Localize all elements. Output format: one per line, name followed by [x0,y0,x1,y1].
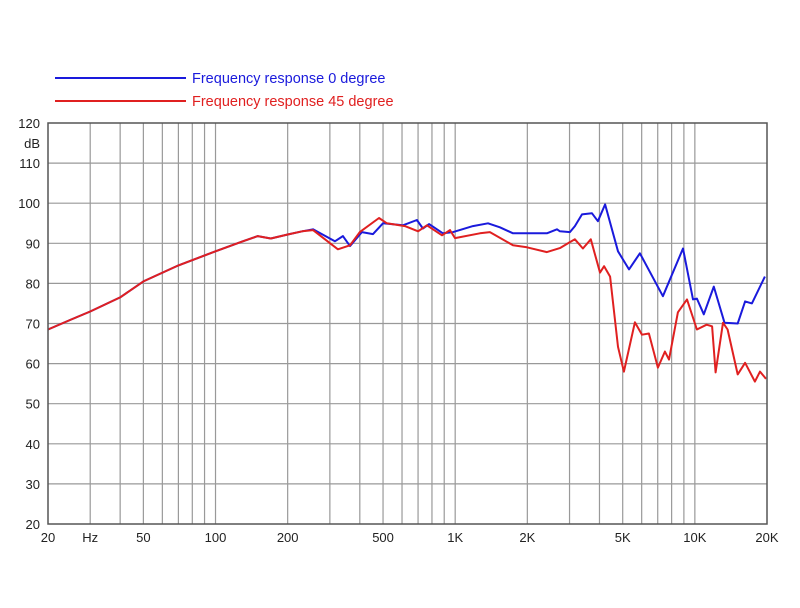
y-tick-label: 120 [18,116,40,131]
y-tick-label: 30 [26,477,40,492]
legend-label-0-degree: Frequency response 0 degree [192,71,385,87]
x-tick-label: Hz [82,530,98,545]
y-tick-label: 20 [26,517,40,532]
x-tick-label: 10K [683,530,706,545]
y-tick-label: 60 [26,357,40,372]
x-tick-label: 50 [136,530,150,545]
x-tick-label: 100 [205,530,227,545]
x-tick-label: 5K [615,530,631,545]
y-tick-label: 50 [26,397,40,412]
x-tick-label: 2K [519,530,535,545]
series-line-45-degree [47,217,767,383]
x-tick-label: 20 [41,530,55,545]
x-tick-label: 20K [755,530,778,545]
x-tick-label: 200 [277,530,299,545]
x-axis: 20 Hz 50 100 200 500 1K 2K 5K 10K 20K [41,530,779,545]
x-tick-label: 1K [447,530,463,545]
y-axis: 20 30 40 50 60 70 80 90 100 110 120 [18,116,40,532]
y-tick-label: 110 [19,156,40,171]
y-tick-label: 70 [26,317,40,332]
y-tick-label: 100 [18,196,40,211]
legend-label-45-degree: Frequency response 45 degree [192,94,394,110]
plot-frame [47,122,768,525]
y-tick-label: 80 [26,276,40,291]
legend: Frequency response 0 degree Frequency re… [55,71,394,110]
y-tick-label: 40 [26,437,40,452]
grid [48,123,767,524]
series-lines [47,203,767,383]
y-axis-label: dB [24,136,40,151]
x-tick-label: 500 [372,530,394,545]
y-tick-label: 90 [26,236,40,251]
